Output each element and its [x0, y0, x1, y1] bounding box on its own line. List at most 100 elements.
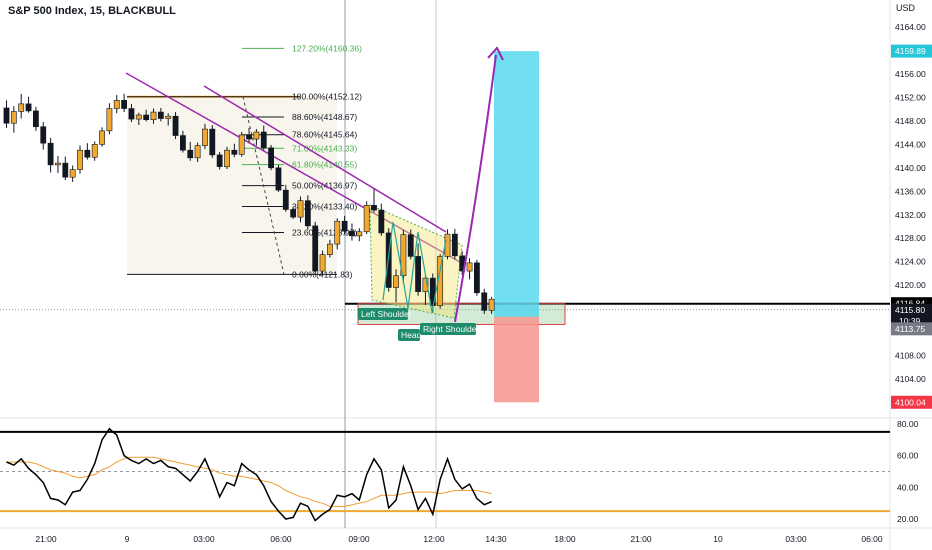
candle-body	[106, 108, 113, 132]
candle-body	[319, 254, 326, 272]
right-shoulder-label-bg	[420, 323, 476, 335]
candle-body	[77, 149, 83, 170]
fib-level-label: 127.20%(4160.36)	[292, 43, 362, 53]
candle-body	[378, 209, 385, 234]
candle-body	[135, 114, 142, 120]
candle-body	[268, 147, 274, 169]
candle-body	[157, 111, 164, 119]
candle-body	[62, 162, 69, 178]
candle-body	[260, 131, 267, 149]
candle-body	[172, 115, 179, 136]
candle-body	[32, 110, 39, 128]
time-tick-label: 06:00	[861, 534, 883, 544]
candle-body	[290, 209, 297, 218]
stop-price-badge: 4100.04	[895, 397, 926, 407]
candle-body	[253, 131, 260, 140]
right-shoulder-label: Right Shoulder	[423, 324, 479, 334]
candle-body	[224, 149, 230, 167]
price-tick-label: 4104.00	[895, 374, 926, 384]
grey-level-badge: 4113.75	[895, 324, 925, 334]
candle-body	[451, 233, 458, 257]
left-shoulder-label: Left Shoulder	[361, 309, 412, 319]
fib-trend-line	[242, 96, 285, 275]
target-zone	[494, 51, 539, 317]
candle-body	[371, 205, 377, 211]
candle-body	[187, 149, 194, 159]
candle-body	[3, 107, 10, 124]
candle-body	[473, 262, 480, 294]
head-shoulders-outline	[382, 221, 447, 313]
price-tick-label: 4132.00	[895, 210, 926, 220]
price-tick-label: 4136.00	[895, 186, 926, 196]
rsi-tick-label: 60.00	[897, 451, 919, 461]
candle-body	[312, 225, 319, 272]
candle-body	[209, 128, 216, 156]
rsi-tick-label: 20.00	[897, 514, 919, 524]
projection-arrow-head	[487, 46, 504, 61]
time-tick-label: 9	[125, 534, 130, 544]
trend-line-upper	[125, 72, 461, 263]
head-label: Head	[401, 330, 422, 340]
candle-body	[238, 134, 245, 155]
candle-body	[40, 126, 47, 144]
rsi-line	[6, 427, 492, 522]
time-tick-label: 03:00	[785, 534, 807, 544]
candle-body	[341, 220, 348, 232]
rsi-ma-line	[6, 456, 492, 507]
stop-price-badge-bg	[891, 395, 932, 409]
price-tick-label: 4144.00	[895, 139, 926, 149]
price-tick-label: 4120.00	[895, 280, 926, 290]
candle-body	[216, 154, 223, 167]
candle-body	[194, 145, 201, 159]
candle-body	[326, 243, 333, 255]
candle-body	[488, 298, 495, 311]
candle-body	[466, 262, 473, 272]
price-tick-label: 4152.00	[895, 92, 926, 102]
time-tick-label: 03:00	[193, 534, 215, 544]
candle-body	[150, 111, 157, 121]
candle-body	[407, 234, 414, 257]
candle-body	[246, 134, 252, 140]
time-tick-label: 12:00	[423, 534, 445, 544]
candle-body	[91, 144, 98, 158]
currency-label: USD	[896, 3, 916, 13]
time-tick-label: 21:00	[630, 534, 652, 544]
rsi-tick-label: 40.00	[897, 482, 919, 492]
rsi-tick-label: 80.00	[897, 419, 919, 429]
stop-zone	[494, 316, 539, 403]
candle-body	[334, 220, 341, 245]
candle-body	[99, 130, 105, 145]
candle-body	[180, 135, 186, 151]
candle-body	[121, 100, 127, 109]
fib-level-label: 23.60%(4128.97)	[292, 228, 357, 238]
time-tick-label: 21:00	[35, 534, 57, 544]
candle-body	[25, 103, 32, 112]
price-tick-label: 4148.00	[895, 116, 926, 126]
fib-retracement-area	[127, 96, 337, 275]
candle-body	[202, 128, 208, 146]
candle-body	[84, 149, 91, 158]
candle-body	[400, 234, 407, 277]
candle-body	[444, 233, 451, 257]
candle-body	[113, 100, 120, 109]
grey-level-badge-bg	[891, 322, 932, 336]
target-price-badge-bg	[891, 44, 932, 58]
candle-body	[481, 292, 488, 311]
level-price-badge: 4116.84	[895, 299, 925, 309]
countdown-badge: 10:39	[899, 316, 921, 326]
candle-body	[297, 200, 304, 218]
candle-body	[415, 256, 421, 292]
last-price-badge: 4115.80	[895, 305, 925, 315]
fib-level-label: 100.00%(4152.12)	[292, 92, 362, 102]
price-tick-label: 4108.00	[895, 351, 926, 361]
candle-body	[422, 277, 429, 292]
fib-level-label: 71.00%(4143.33)	[292, 143, 357, 153]
candle-body	[55, 162, 61, 166]
target-price-badge: 4159.89	[895, 46, 926, 56]
fib-level-label: 61.80%(4140.55)	[292, 160, 357, 170]
candle-body	[128, 108, 135, 120]
fib-level-label: 78.60%(4145.64)	[292, 130, 357, 140]
chart-title: S&P 500 Index, 15, BLACKBULL	[8, 5, 176, 17]
candle-body	[18, 103, 25, 112]
